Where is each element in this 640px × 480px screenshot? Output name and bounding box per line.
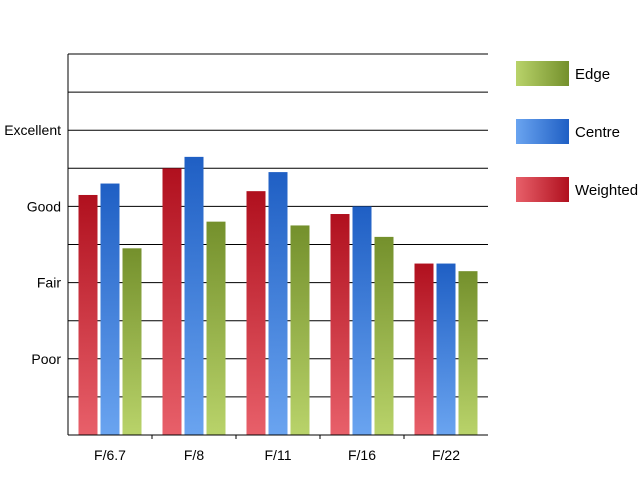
y-tick-label-good: Good [27,198,61,214]
legend-label-edge: Edge [575,66,610,83]
x-tick-label-f-22: F/22 [432,447,460,463]
bar-centre-f-8 [184,156,204,435]
legend-label-centre: Centre [575,124,620,141]
x-tick-label-f-16: F/16 [348,447,376,463]
legend-swatch-centre [516,119,569,144]
x-tick-label-f-8: F/8 [184,447,204,463]
bar-weighted-f-16 [330,214,350,435]
legend-swatch-weighted [516,177,569,202]
legend-swatch-edge [516,61,569,86]
bar-edge-f-6-7 [122,248,142,435]
y-tick-label-fair: Fair [37,275,61,291]
bar-centre-f-6-7 [100,183,120,435]
axes [67,54,488,439]
bar-centre-f-22 [436,263,456,435]
bar-edge-f-22 [458,271,478,435]
y-tick-labels: Poor Fair Good Excellent [4,122,61,367]
bar-edge-f-8 [206,221,226,435]
bar-weighted-f-22 [414,263,434,435]
x-tick-labels: F/6.7 F/8 F/11 F/16 F/22 [94,447,460,463]
bar-weighted-f-8 [162,168,182,436]
bar-weighted-f-6-7 [78,194,98,435]
bars [78,156,478,436]
bar-edge-f-16 [374,236,394,435]
bar-weighted-f-11 [246,191,266,435]
bar-centre-f-11 [268,172,288,436]
y-tick-label-excellent: Excellent [4,122,61,138]
legend-label-weighted: Weighted [575,182,638,199]
y-tick-label-poor: Poor [31,351,61,367]
x-tick-label-f-6-7: F/6.7 [94,447,126,463]
legend: Edge Centre Weighted [516,61,638,202]
bar-edge-f-11 [290,225,310,435]
x-tick-label-f-11: F/11 [265,447,292,463]
bar-centre-f-16 [352,206,372,435]
